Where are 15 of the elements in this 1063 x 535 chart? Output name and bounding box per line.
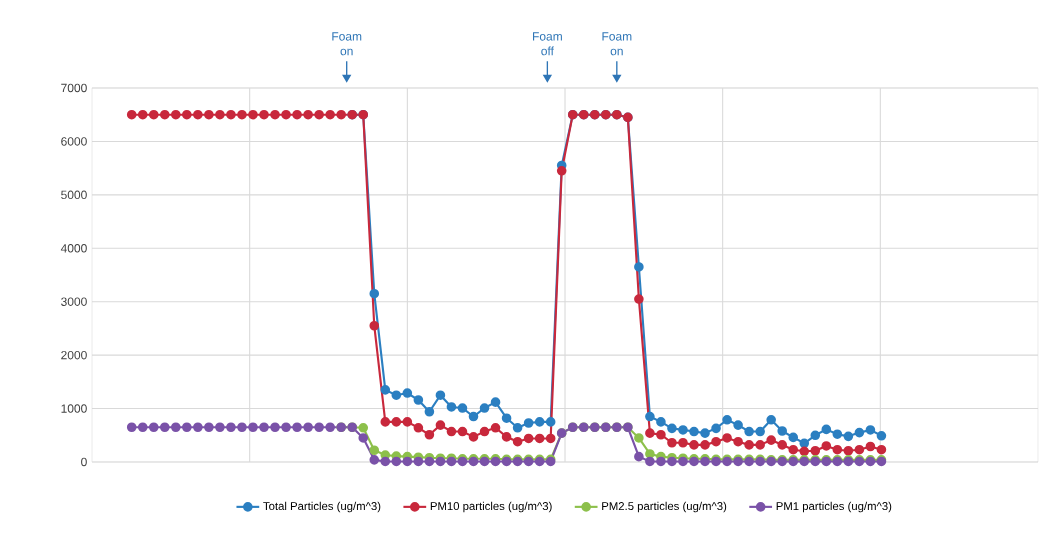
y-tick-label: 1000 (61, 404, 87, 413)
y-tick-label: 2000 (61, 350, 87, 360)
text: Foam off (533, 32, 562, 56)
legend-label: PM2.5 particles (ug/m^3) (602, 501, 727, 513)
legend-label: PM10 particles (ug/m^3) (430, 501, 552, 513)
legend-label: Total Particles (ug/m^3) (263, 501, 381, 513)
y-tick-label: 6000 (61, 137, 87, 146)
legend-label: PM1 particles (ug/m^3) (776, 501, 892, 513)
y-tick-label: 5000 (61, 190, 87, 200)
y-tick-label: 3000 (61, 297, 87, 306)
text: Foam on (602, 32, 632, 56)
y-tick-label: 0 (81, 457, 87, 467)
y-tick-label: 4000 (60, 244, 87, 253)
text: Foam on (332, 32, 362, 56)
y-tick-label: 7000 (61, 83, 87, 93)
